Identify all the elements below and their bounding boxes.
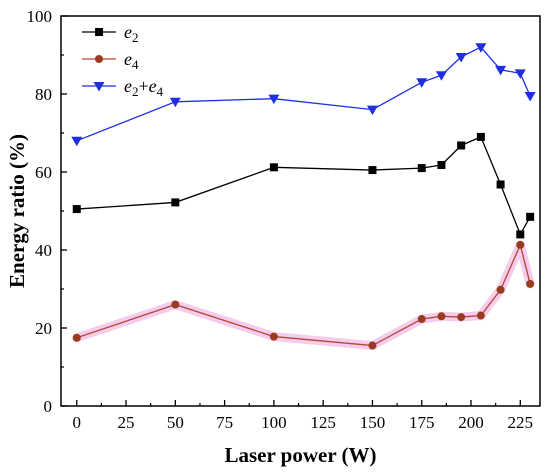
plot-frame: [60, 15, 541, 407]
data-point: [457, 313, 466, 322]
legend-marker: [95, 28, 103, 36]
data-point: [514, 69, 526, 79]
data-point: [71, 136, 83, 147]
data-point: [475, 43, 487, 53]
series-line: [76, 242, 531, 347]
legend-label: e4: [124, 49, 139, 72]
series-e2: [72, 132, 535, 239]
data-point: [368, 341, 377, 350]
data-point: [269, 163, 278, 172]
x-tick-label: 125: [310, 413, 336, 432]
data-point: [269, 332, 278, 341]
plot-content: [71, 43, 536, 351]
data-point: [416, 78, 428, 88]
data-point: [476, 132, 485, 141]
legend: e2 e4 e2+e4: [82, 22, 164, 99]
data-point: [417, 164, 426, 173]
data-point: [268, 94, 280, 105]
series-e4: [72, 240, 535, 351]
x-tick-label: 150: [360, 413, 386, 432]
x-tick-label: 225: [508, 413, 534, 432]
data-point: [457, 141, 466, 150]
x-tick-label: 25: [118, 413, 135, 432]
data-point: [516, 240, 525, 249]
y-axis-title: Energy ratio (%): [5, 134, 29, 288]
legend-marker: [95, 55, 103, 63]
x-tick-label: 175: [409, 413, 435, 432]
data-point: [72, 205, 81, 214]
data-point: [435, 71, 447, 81]
data-point: [171, 198, 180, 207]
series-highlight: [72, 240, 535, 351]
legend-label: e2: [124, 22, 139, 45]
y-tick-label: 40: [35, 241, 52, 260]
x-tick-label: 50: [167, 413, 184, 432]
data-point: [169, 97, 181, 108]
x-tick-label: 200: [458, 413, 484, 432]
x-axis-title: Laser power (W): [224, 443, 376, 467]
data-point: [417, 315, 426, 324]
data-point: [366, 105, 378, 116]
y-tick-label: 100: [27, 7, 53, 26]
series-line: [76, 136, 531, 236]
data-point: [516, 230, 525, 239]
x-tick-label: 75: [216, 413, 233, 432]
data-point: [171, 300, 180, 309]
series-e2+e4: [71, 43, 536, 147]
axes: 0 25 50 75 100 125 150 175 200 225 0 20 40 60 80 100: [27, 7, 534, 432]
legend-label: e2+e4: [124, 76, 164, 99]
legend-marker: [93, 82, 105, 92]
data-point: [496, 285, 505, 294]
y-tick-label: 60: [35, 163, 52, 182]
data-point: [476, 311, 485, 320]
y-tick-label: 80: [35, 85, 52, 104]
x-tick-label: 0: [73, 413, 82, 432]
x-tick-label: 100: [261, 413, 287, 432]
data-point: [368, 166, 377, 175]
y-tick-label: 20: [35, 319, 52, 338]
data-point: [437, 160, 446, 169]
data-point: [524, 91, 536, 102]
y-tick-label: 0: [44, 397, 53, 416]
data-point: [437, 312, 446, 321]
data-point: [496, 180, 505, 189]
data-point: [495, 65, 507, 76]
data-point: [455, 52, 467, 63]
data-point: [72, 333, 81, 342]
data-point: [526, 212, 535, 221]
data-point: [526, 279, 535, 288]
